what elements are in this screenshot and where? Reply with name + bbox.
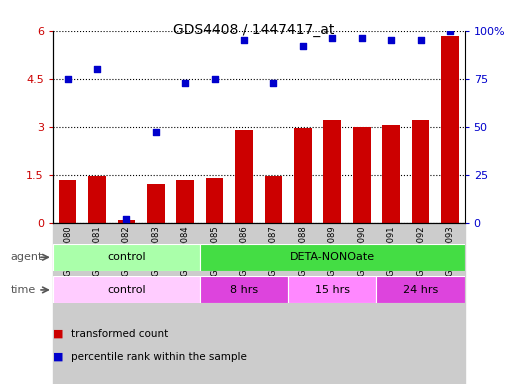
Bar (259, 223, 288, 384)
Bar (347, 223, 376, 384)
Text: 15 hrs: 15 hrs (315, 285, 350, 295)
Bar (206, 178, 223, 223)
Point (122, 216, 130, 222)
Point (240, 37, 248, 43)
Bar (53, 244, 200, 271)
Text: transformed count: transformed count (71, 329, 168, 339)
Bar (376, 223, 406, 384)
Point (416, 37, 425, 43)
Bar (294, 128, 312, 223)
Bar (376, 276, 465, 303)
Bar (235, 130, 253, 223)
Point (152, 129, 160, 136)
Bar (200, 276, 288, 303)
Point (210, 76, 219, 82)
Bar (353, 127, 371, 223)
Bar (147, 184, 165, 223)
Bar (200, 244, 465, 271)
Bar (118, 220, 135, 223)
Point (93, 66, 101, 72)
Bar (88, 176, 106, 223)
Bar (59, 180, 77, 223)
Text: ■: ■ (53, 352, 63, 362)
Point (181, 79, 190, 86)
Bar (265, 176, 282, 223)
Bar (53, 223, 82, 384)
Bar (441, 36, 459, 223)
Bar (53, 276, 200, 303)
Text: agent: agent (11, 252, 43, 262)
Point (299, 43, 307, 49)
Bar (435, 223, 465, 384)
Bar (171, 223, 200, 384)
Bar (288, 223, 317, 384)
Bar (288, 276, 376, 303)
Point (328, 35, 336, 41)
Bar (317, 223, 347, 384)
Text: time: time (11, 285, 36, 295)
Text: GDS4408 / 1447417_at: GDS4408 / 1447417_at (173, 23, 334, 37)
Bar (141, 223, 171, 384)
Point (446, 28, 454, 34)
Bar (382, 125, 400, 223)
Text: ■: ■ (53, 329, 63, 339)
Bar (229, 223, 259, 384)
Text: control: control (107, 252, 146, 262)
Point (387, 37, 395, 43)
Bar (406, 223, 435, 384)
Text: 24 hrs: 24 hrs (403, 285, 438, 295)
Bar (200, 223, 229, 384)
Text: DETA-NONOate: DETA-NONOate (290, 252, 375, 262)
Text: control: control (107, 285, 146, 295)
Point (63, 76, 72, 82)
Point (269, 79, 278, 86)
Text: percentile rank within the sample: percentile rank within the sample (71, 352, 247, 362)
Bar (412, 120, 429, 223)
Point (357, 35, 366, 41)
Bar (82, 223, 111, 384)
Bar (324, 120, 341, 223)
Bar (176, 180, 194, 223)
Bar (111, 223, 141, 384)
Text: 8 hrs: 8 hrs (230, 285, 258, 295)
